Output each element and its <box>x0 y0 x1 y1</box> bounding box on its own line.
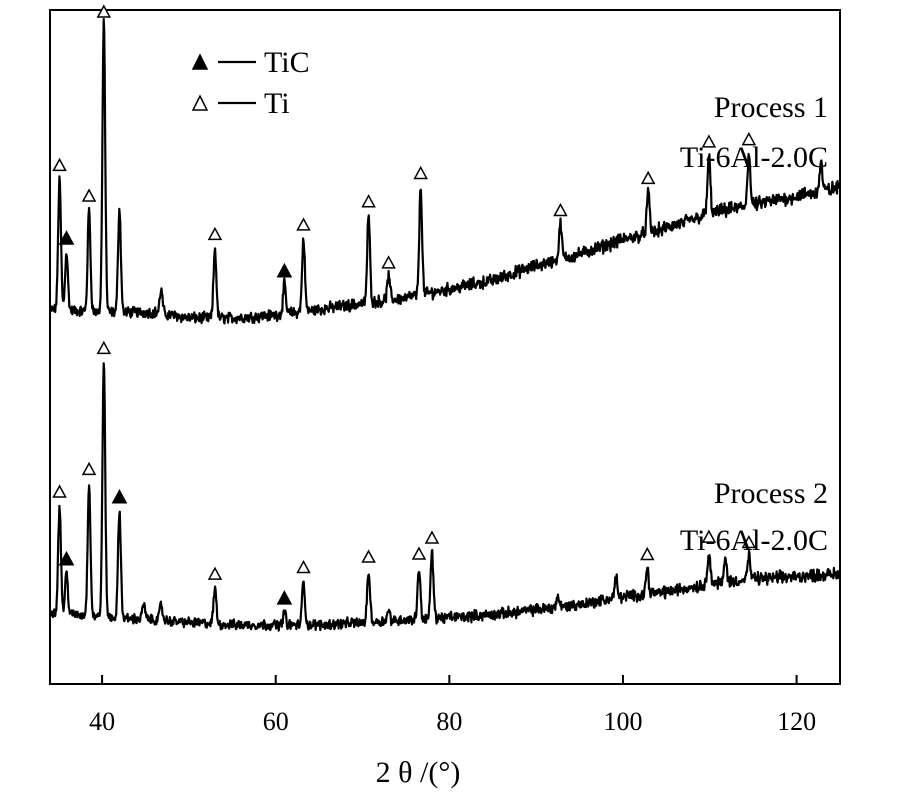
x-tick-label: 60 <box>263 707 289 736</box>
ti-peak-marker <box>296 559 311 574</box>
legend-label: TiC <box>264 46 310 79</box>
legend-filled-triangle-icon <box>191 53 209 70</box>
ti-peak-marker <box>296 217 311 231</box>
ti-peak-marker <box>381 255 396 269</box>
series-peak-markers <box>52 340 757 605</box>
ti-peak-marker <box>411 546 427 560</box>
legend-label: Ti <box>264 87 290 120</box>
ti-peak-marker <box>96 340 112 355</box>
series-label-alloy: Ti-6Al-2.0C <box>680 524 828 557</box>
ti-peak-marker <box>741 534 757 549</box>
x-tick-label: 100 <box>603 707 642 736</box>
ti-peak-marker <box>96 4 112 18</box>
ti-peak-marker <box>553 202 568 217</box>
ti-peak-marker <box>640 170 656 185</box>
series-label-process: Process 1 <box>714 91 828 124</box>
ti-peak-marker <box>361 549 376 563</box>
legend: TiC Ti <box>191 46 310 120</box>
peak-markers <box>52 4 757 605</box>
series-label-alloy: Ti-6Al-2.0C <box>680 141 828 174</box>
ti-peak-marker <box>413 165 428 180</box>
ti-peak-marker <box>52 484 67 498</box>
x-tick-label: 40 <box>89 707 115 736</box>
x-axis-label: 2 θ /(°) <box>376 756 461 789</box>
tic-peak-marker <box>58 550 75 566</box>
x-axis-ticks: 40 60 80 100 120 <box>89 675 816 736</box>
ti-peak-marker <box>701 134 717 148</box>
ti-peak-marker <box>81 188 97 202</box>
series-peak-markers <box>52 4 757 278</box>
ti-peak-marker <box>701 529 717 543</box>
ti-peak-marker <box>81 461 97 476</box>
x-tick-label: 120 <box>777 707 816 736</box>
ti-peak-marker <box>424 530 440 544</box>
ti-peak-marker <box>640 546 655 561</box>
series-trace <box>49 362 841 632</box>
tic-peak-marker <box>276 262 293 278</box>
tic-peak-marker <box>58 230 75 245</box>
plot-frame <box>49 9 841 685</box>
ti-peak-marker <box>207 226 223 241</box>
x-tick-label: 80 <box>436 707 462 736</box>
series-layer <box>48 17 841 632</box>
ti-peak-marker <box>361 194 376 208</box>
tic-peak-marker <box>276 590 293 605</box>
legend-open-triangle-icon <box>191 94 209 111</box>
ti-peak-marker <box>741 132 757 146</box>
tic-peak-marker <box>111 488 128 504</box>
series-trace <box>48 17 841 325</box>
series-labels: Process 1 Ti-6Al-2.0C Process 2 Ti-6Al-2.0C <box>680 91 828 557</box>
ti-peak-marker <box>52 157 67 172</box>
series-label-process: Process 2 <box>714 477 828 510</box>
ti-peak-marker <box>207 566 223 580</box>
